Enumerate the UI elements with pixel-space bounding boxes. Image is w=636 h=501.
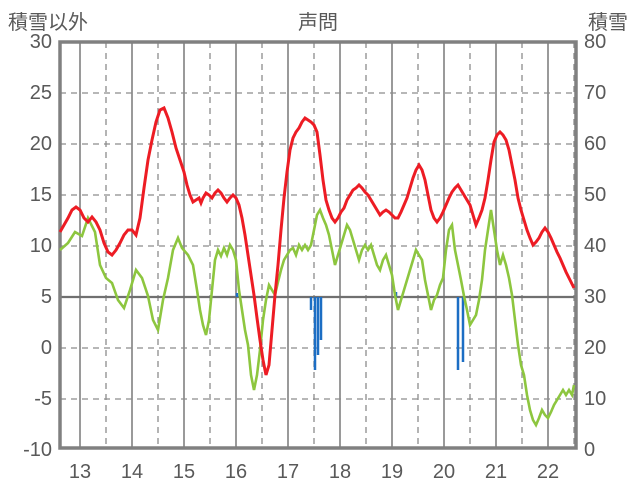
svg-text:15: 15: [173, 461, 195, 483]
svg-text:22: 22: [537, 461, 559, 483]
svg-text:5: 5: [41, 286, 52, 308]
svg-text:80: 80: [584, 31, 606, 53]
svg-text:20: 20: [30, 133, 52, 155]
svg-text:14: 14: [121, 461, 143, 483]
svg-text:50: 50: [584, 184, 606, 206]
svg-text:40: 40: [584, 235, 606, 257]
svg-text:0: 0: [41, 337, 52, 359]
svg-text:60: 60: [584, 133, 606, 155]
vertical-gridlines: [80, 42, 574, 448]
left-axis-labels: 30 25 20 15 10 5 0 -5 -10: [23, 31, 52, 461]
svg-text:13: 13: [69, 461, 91, 483]
svg-text:-5: -5: [34, 388, 52, 410]
svg-text:0: 0: [584, 439, 595, 461]
chart-container: 積雪以外 声問 積雪: [0, 0, 636, 501]
svg-text:30: 30: [30, 31, 52, 53]
plot-border: [60, 42, 576, 448]
chart-svg: 30 25 20 15 10 5 0 -5 -10 80 70 60 50 40…: [0, 0, 636, 501]
svg-text:20: 20: [433, 461, 455, 483]
svg-text:19: 19: [381, 461, 403, 483]
svg-text:18: 18: [329, 461, 351, 483]
svg-text:25: 25: [30, 82, 52, 104]
svg-text:10: 10: [584, 388, 606, 410]
x-axis-labels: 13 14 15 16 17 18 19 20 21 22: [69, 461, 559, 483]
svg-text:17: 17: [277, 461, 299, 483]
svg-text:20: 20: [584, 337, 606, 359]
svg-text:15: 15: [30, 184, 52, 206]
svg-text:-10: -10: [23, 439, 52, 461]
svg-text:21: 21: [485, 461, 507, 483]
svg-text:10: 10: [30, 235, 52, 257]
right-axis-labels: 80 70 60 50 40 30 20 10 0: [584, 31, 606, 461]
svg-text:70: 70: [584, 82, 606, 104]
svg-text:30: 30: [584, 286, 606, 308]
svg-text:16: 16: [225, 461, 247, 483]
